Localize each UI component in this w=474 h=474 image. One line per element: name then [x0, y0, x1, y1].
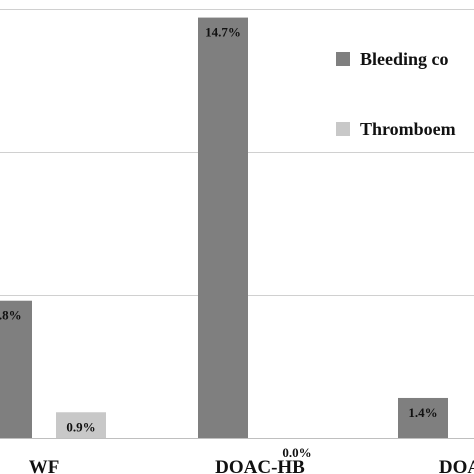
data-label: 4.8%: [0, 308, 22, 323]
bar-thromboembolic: [56, 412, 106, 438]
legend-label: Thromboem: [360, 119, 456, 139]
bars: [0, 17, 448, 439]
bar-bleeding: [198, 17, 248, 439]
legend: Bleeding co Thromboem: [336, 49, 456, 139]
data-label: 0.0%: [282, 445, 311, 460]
category-label: WF: [29, 457, 60, 474]
legend-swatch: [336, 52, 350, 66]
data-label: 0.9%: [66, 419, 95, 434]
category-labels: WF DOAC-HB DOA: [29, 457, 474, 474]
data-label: 14.7%: [205, 25, 241, 40]
data-label: 1.4%: [408, 405, 437, 420]
bar-bleeding: [398, 397, 448, 438]
category-label: DOAC-HB: [215, 457, 305, 474]
legend-swatch: [336, 122, 350, 136]
category-label: DOA: [439, 457, 474, 474]
legend-label: Bleeding co: [360, 49, 449, 69]
data-labels: 4.8% 14.7% 1.4% 0.9% 0.0%: [0, 25, 438, 460]
bar-bleeding: [0, 300, 32, 438]
